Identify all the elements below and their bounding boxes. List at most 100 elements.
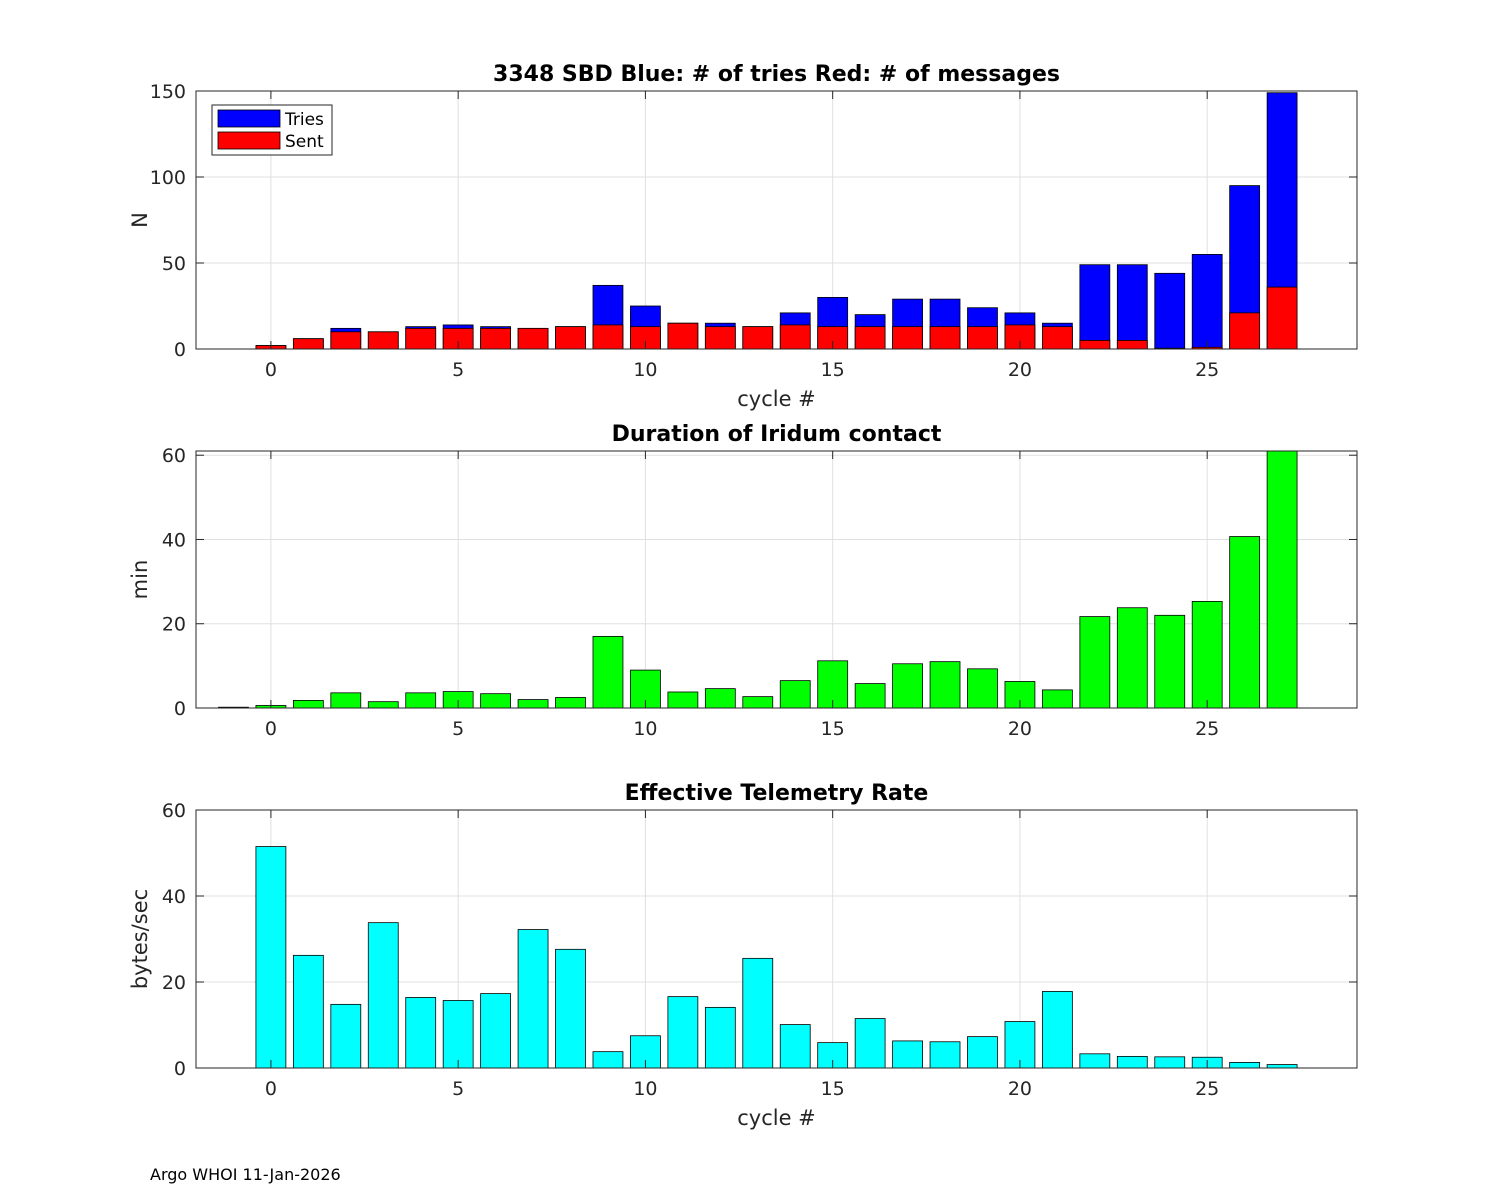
x-tick-label: 20	[1008, 359, 1032, 381]
bar	[667, 996, 699, 1069]
legend-swatch-tries	[217, 109, 281, 128]
y-axis-label: N	[128, 212, 152, 228]
chart-title: Effective Telemetry Rate	[625, 781, 929, 806]
bar	[442, 1000, 474, 1069]
bar	[1266, 1064, 1298, 1069]
bar-sent	[1266, 286, 1298, 350]
bar-sent	[330, 331, 362, 350]
bar	[555, 697, 586, 709]
bar-sent	[1079, 339, 1111, 350]
bar	[742, 957, 774, 1069]
y-tick-label: 60	[162, 445, 186, 467]
bar	[405, 692, 437, 709]
y-tick-label: 50	[162, 253, 186, 275]
bar	[1154, 1056, 1186, 1069]
x-tick-label: 15	[821, 359, 845, 381]
y-tick-label: 40	[162, 529, 186, 551]
y-tick-label: 0	[174, 339, 186, 361]
bar-sent	[704, 326, 736, 350]
bar-sent	[480, 327, 511, 350]
bar-sent	[592, 324, 624, 350]
bar	[517, 699, 549, 709]
y-axis-label: min	[128, 560, 152, 600]
bar	[292, 954, 324, 1069]
x-tick-label: 15	[821, 1078, 845, 1100]
bar-sent	[779, 324, 811, 350]
bar	[929, 1041, 961, 1069]
axes-box	[195, 90, 1358, 350]
y-tick-label: 20	[162, 972, 186, 994]
bar-sent	[292, 338, 324, 350]
bar	[330, 1003, 362, 1069]
x-tick-label: 20	[1008, 1078, 1032, 1100]
y-axis-label: bytes/sec	[128, 889, 152, 989]
bar	[555, 948, 586, 1069]
chart-panel-2: 0 5 10 15 20 25 0 20 40 60 Duration of Iridum cont…	[128, 422, 1358, 740]
bar	[480, 693, 511, 709]
bar-tries	[1116, 264, 1148, 350]
x-tick-label: 20	[1008, 718, 1032, 740]
bar-sent	[405, 327, 437, 350]
y-tick-label: 150	[150, 81, 186, 103]
bar-sent	[854, 326, 886, 350]
bar-sent	[967, 326, 998, 350]
y-tick-label: 60	[162, 800, 186, 822]
legend-swatch-sent	[217, 131, 281, 150]
x-axis-label: cycle #	[737, 387, 816, 411]
chart-title: 3348 SBD Blue: # of tries Red: # of mess…	[493, 62, 1060, 87]
bar	[1079, 616, 1111, 709]
y-tick-label: 0	[174, 698, 186, 720]
x-tick-label: 25	[1195, 718, 1219, 740]
bar-sent	[1229, 312, 1261, 350]
x-tick-label: 25	[1195, 359, 1219, 381]
y-tick-label: 40	[162, 886, 186, 908]
bar	[592, 635, 624, 709]
bar-tries	[1079, 264, 1111, 350]
bar-tries	[1154, 272, 1186, 350]
bar	[854, 1018, 886, 1069]
legend-label-tries: Tries	[284, 110, 324, 130]
x-tick-label: 0	[265, 359, 277, 381]
bar	[1116, 607, 1148, 709]
bar	[1154, 614, 1186, 709]
bar	[1229, 536, 1261, 709]
bar	[854, 683, 886, 709]
bar-sent	[517, 327, 549, 350]
bar-sent	[667, 322, 699, 350]
bar-sent	[367, 331, 399, 350]
bar	[405, 997, 437, 1069]
y-tick-label: 0	[174, 1058, 186, 1080]
x-tick-label: 0	[265, 1078, 277, 1100]
bar	[330, 692, 362, 709]
bar	[779, 1024, 811, 1069]
y-tick-label: 100	[150, 167, 186, 189]
bar	[967, 1036, 998, 1069]
bar	[1079, 1053, 1111, 1069]
bar	[779, 680, 811, 709]
x-tick-label: 10	[633, 1078, 657, 1100]
bar	[1191, 601, 1223, 709]
bar	[892, 663, 923, 709]
bar	[1229, 1062, 1261, 1069]
legend-label-sent: Sent	[285, 132, 324, 152]
x-tick-label: 5	[452, 1078, 464, 1100]
bar	[367, 701, 399, 709]
x-tick-label: 5	[452, 359, 464, 381]
bar	[517, 929, 549, 1069]
bar	[255, 846, 287, 1069]
bar	[1042, 689, 1073, 709]
x-tick-label: 10	[633, 359, 657, 381]
bar	[704, 688, 736, 709]
bar	[1266, 450, 1298, 709]
axes-box	[195, 450, 1358, 709]
bar	[292, 700, 324, 709]
bar	[892, 1040, 923, 1069]
chart-panel-3: 0 5 10 15 20 25 0 20 40 60 Effective Telemetry Rat…	[128, 781, 1358, 1130]
x-tick-label: 10	[633, 718, 657, 740]
x-tick-label: 25	[1195, 1078, 1219, 1100]
bar	[480, 993, 511, 1069]
bar	[1042, 991, 1073, 1069]
bar	[1116, 1055, 1148, 1069]
